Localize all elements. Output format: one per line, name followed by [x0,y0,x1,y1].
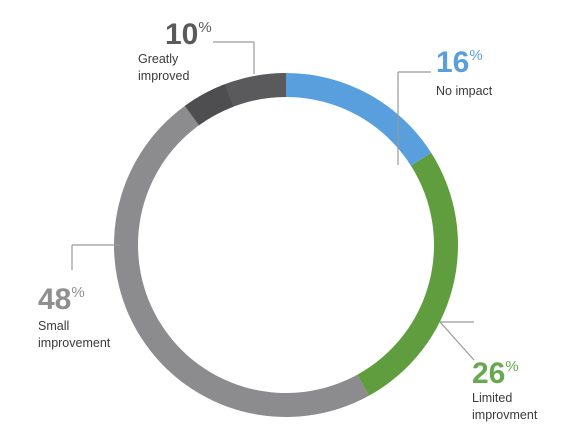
category-label-greatly-improved: Greatly improved [138,52,189,83]
pct-label-greatly-improved: 10% [165,18,212,51]
donut-slices [113,73,459,418]
donut-slice-accent [184,84,234,126]
leader-line-limited-improvment-stem [439,321,475,361]
category-label-no-impact: No impact [436,84,493,98]
donut-slice-small-improvement [113,105,369,418]
donut-slice-limited-improvment [357,152,459,396]
category-label-small-improvement: Small improvement [38,319,111,350]
pct-label-no-impact: 16% [436,46,483,79]
pct-label-small-improvement: 48% [38,283,85,316]
slice-labels: 16% No impact 26%Limited improvment 48%Small… [38,18,538,422]
category-label-limited-improvment: Limited improvment [472,391,538,422]
pct-label-limited-improvment: 26% [472,357,519,390]
leader-lines [71,41,475,361]
donut-slice-no-impact [286,73,432,166]
